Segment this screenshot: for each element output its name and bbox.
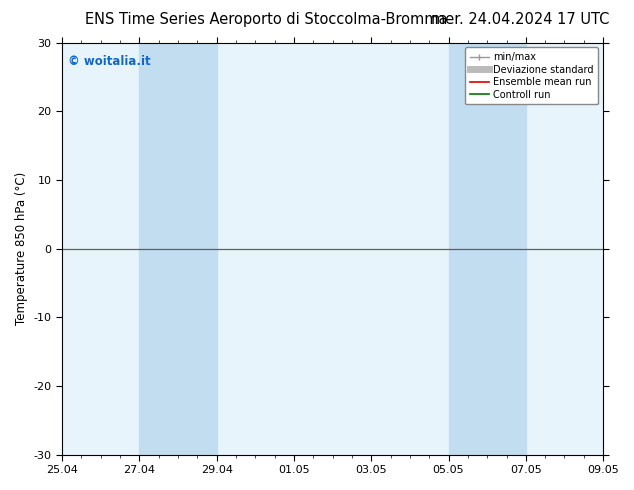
Text: ENS Time Series Aeroporto di Stoccolma-Bromma: ENS Time Series Aeroporto di Stoccolma-B… [85,12,448,27]
Text: mer. 24.04.2024 17 UTC: mer. 24.04.2024 17 UTC [430,12,609,27]
Legend: min/max, Deviazione standard, Ensemble mean run, Controll run: min/max, Deviazione standard, Ensemble m… [465,48,598,104]
Text: © woitalia.it: © woitalia.it [67,55,150,68]
Bar [139,43,217,455]
Bar [448,43,526,455]
Y-axis label: Temperature 850 hPa (°C): Temperature 850 hPa (°C) [15,172,28,325]
